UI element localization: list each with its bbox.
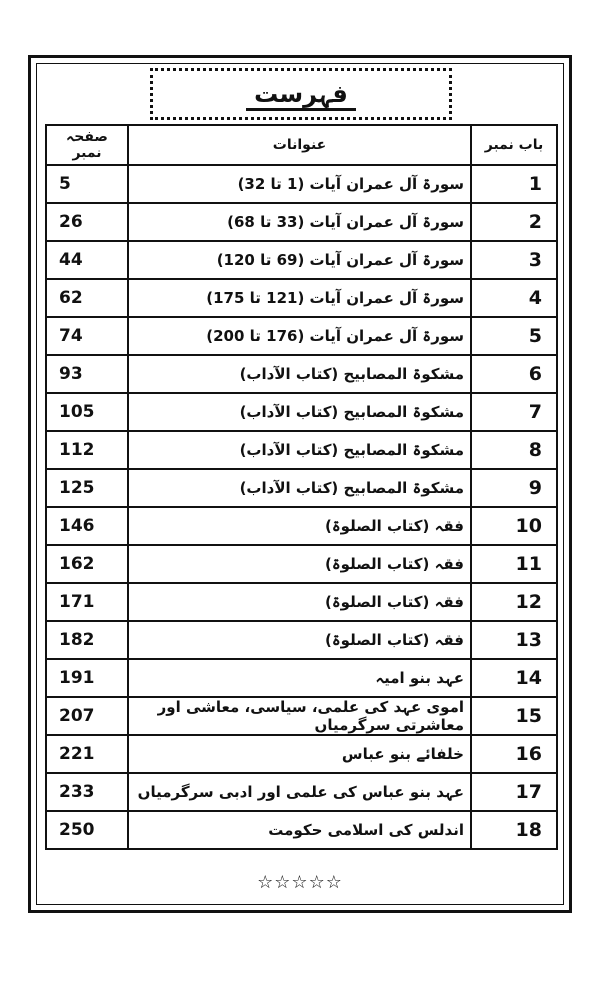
chapter-number: 7: [470, 392, 558, 432]
chapter-number: 14: [470, 658, 558, 698]
chapter-title: مشکوۃ المصابیح (کتاب الآداب): [127, 468, 472, 508]
page-number: 171: [45, 582, 129, 622]
chapter-number: 16: [470, 734, 558, 774]
chapter-title: عہد بنو امیہ: [127, 658, 472, 698]
page-number: 191: [45, 658, 129, 698]
footer-stars: ☆☆☆☆☆: [257, 872, 343, 893]
chapter-number: 2: [470, 202, 558, 242]
chapter-number: 8: [470, 430, 558, 470]
page-number: 250: [45, 810, 129, 850]
chapter-number: 10: [470, 506, 558, 546]
table-row: 1 سورۃ آل عمران آیات (1 تا 32) 5: [45, 164, 558, 204]
header-row: باب نمبر عنوانات صفحہ نمبر: [45, 124, 558, 166]
chapter-title: عہد بنو عباس کی علمی اور ادبی سرگرمیاں: [127, 772, 472, 812]
chapter-title: سورۃ آل عمران آیات (176 تا 200): [127, 316, 472, 356]
table-row: 5 سورۃ آل عمران آیات (176 تا 200) 74: [45, 316, 558, 356]
page-number: 26: [45, 202, 129, 242]
chapter-title: سورۃ آل عمران آیات (69 تا 120): [127, 240, 472, 280]
table-row: 18 اندلس کی اسلامی حکومت 250: [45, 810, 558, 850]
chapter-title: اندلس کی اسلامی حکومت: [127, 810, 472, 850]
table-row: 14 عہد بنو امیہ 191: [45, 658, 558, 698]
page-border: [28, 55, 572, 913]
chapter-title: سورۃ آل عمران آیات (121 تا 175): [127, 278, 472, 318]
page-number: 93: [45, 354, 129, 394]
table-row: 13 فقہ (کتاب الصلوۃ) 182: [45, 620, 558, 660]
chapter-number: 18: [470, 810, 558, 850]
chapter-number: 12: [470, 582, 558, 622]
page-number: 112: [45, 430, 129, 470]
chapter-title: فقہ (کتاب الصلوۃ): [127, 506, 472, 546]
chapter-title: مشکوۃ المصابیح (کتاب الآداب): [127, 430, 472, 470]
title: فہرست: [246, 80, 356, 111]
page-number: 105: [45, 392, 129, 432]
page-number: 125: [45, 468, 129, 508]
chapter-title: سورۃ آل عمران آیات (1 تا 32): [127, 164, 472, 204]
table-row: 6 مشکوۃ المصابیح (کتاب الآداب) 93: [45, 354, 558, 394]
table-row: 10 فقہ (کتاب الصلوۃ) 146: [45, 506, 558, 546]
chapter-title: مشکوۃ المصابیح (کتاب الآداب): [127, 392, 472, 432]
chapter-title: فقہ (کتاب الصلوۃ): [127, 620, 472, 660]
chapter-title: فقہ (کتاب الصلوۃ): [127, 544, 472, 584]
chapter-number: 5: [470, 316, 558, 356]
page-number: 74: [45, 316, 129, 356]
page-number: 233: [45, 772, 129, 812]
page-number: 182: [45, 620, 129, 660]
page-number: 146: [45, 506, 129, 546]
chapter-number: 13: [470, 620, 558, 660]
chapter-number: 17: [470, 772, 558, 812]
page-number: 207: [45, 696, 129, 736]
inner-border: [36, 63, 564, 905]
chapter-title: مشکوۃ المصابیح (کتاب الآداب): [127, 354, 472, 394]
title-box: فہرست: [150, 68, 452, 120]
chapter-title: خلفائے بنو عباس: [127, 734, 472, 774]
chapter-number: 11: [470, 544, 558, 584]
table-row: 7 مشکوۃ المصابیح (کتاب الآداب) 105: [45, 392, 558, 432]
page-number: 62: [45, 278, 129, 318]
table-row: 8 مشکوۃ المصابیح (کتاب الآداب) 112: [45, 430, 558, 470]
table-row: 4 سورۃ آل عمران آیات (121 تا 175) 62: [45, 278, 558, 318]
chapter-number: 9: [470, 468, 558, 508]
contents-table: باب نمبر عنوانات صفحہ نمبر 1 سورۃ آل عمرا…: [45, 124, 558, 850]
chapter-title: سورۃ آل عمران آیات (33 تا 68): [127, 202, 472, 242]
table-row: 9 مشکوۃ المصابیح (کتاب الآداب) 125: [45, 468, 558, 508]
chapter-number: 1: [470, 164, 558, 204]
chapter-title: فقہ (کتاب الصلوۃ): [127, 582, 472, 622]
chapter-number: 15: [470, 696, 558, 736]
table-row: 12 فقہ (کتاب الصلوۃ) 171: [45, 582, 558, 622]
page-number: 5: [45, 164, 129, 204]
table-row: 17 عہد بنو عباس کی علمی اور ادبی سرگرمیاں…: [45, 772, 558, 812]
page-number: 44: [45, 240, 129, 280]
chapter-number: 4: [470, 278, 558, 318]
page-number: 221: [45, 734, 129, 774]
chapter-title: اموی عہد کی علمی، سیاسی، معاشی اور معاشر…: [127, 696, 472, 736]
table-row: 11 فقہ (کتاب الصلوۃ) 162: [45, 544, 558, 584]
table-row: 3 سورۃ آل عمران آیات (69 تا 120) 44: [45, 240, 558, 280]
header-cell: عنوانات: [127, 124, 472, 166]
header-cell: باب نمبر: [470, 124, 558, 166]
chapter-number: 3: [470, 240, 558, 280]
table-row: 15 اموی عہد کی علمی، سیاسی، معاشی اور معا…: [45, 696, 558, 736]
table-row: 16 خلفائے بنو عباس 221: [45, 734, 558, 774]
chapter-number: 6: [470, 354, 558, 394]
page-number: 162: [45, 544, 129, 584]
table-row: 2 سورۃ آل عمران آیات (33 تا 68) 26: [45, 202, 558, 242]
header-cell: صفحہ نمبر: [45, 124, 129, 166]
